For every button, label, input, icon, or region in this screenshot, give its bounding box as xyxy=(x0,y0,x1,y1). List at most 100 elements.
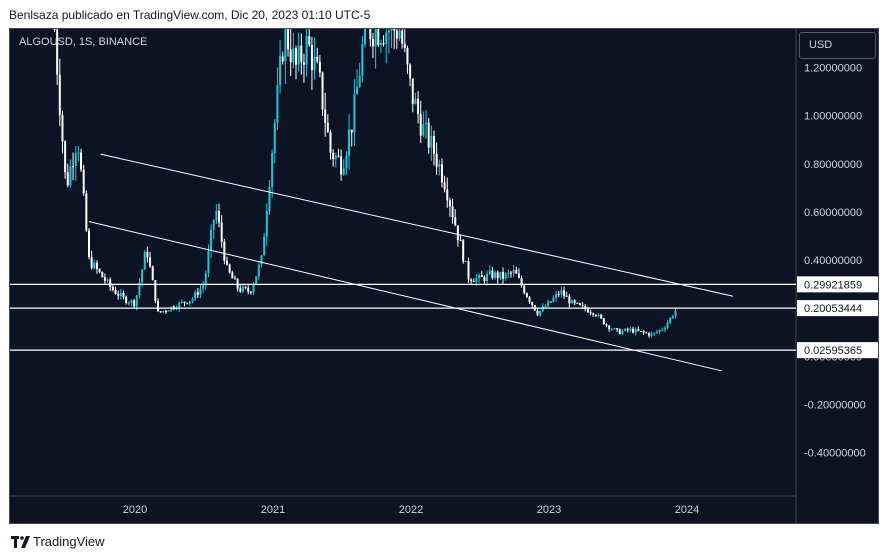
candle-body xyxy=(164,310,167,312)
candle-body xyxy=(502,272,504,279)
candle-body xyxy=(141,269,144,283)
y-tick-label: 1.20000000 xyxy=(804,63,862,75)
currency-button[interactable]: USD xyxy=(799,32,876,59)
candle-body xyxy=(563,290,566,296)
candle-body xyxy=(249,291,252,293)
candle-body xyxy=(56,29,59,75)
candle-body xyxy=(669,317,672,323)
candle-body xyxy=(446,189,449,201)
candle-body xyxy=(488,270,491,274)
y-tick-label: 1.00000000 xyxy=(804,111,862,123)
candle-body xyxy=(223,241,226,261)
candle-body xyxy=(130,300,133,303)
candle-body xyxy=(127,302,130,304)
candle-body xyxy=(281,56,284,62)
candle-body xyxy=(618,329,621,335)
candle-body xyxy=(544,306,547,308)
candle-body xyxy=(64,141,67,173)
chart-panel[interactable]: 1.20000000 1.00000000 0.80000000 0.60000000… xyxy=(9,28,879,524)
candle-body xyxy=(138,282,141,296)
candle-body xyxy=(313,56,316,71)
candle-body xyxy=(491,270,494,278)
candle-body xyxy=(273,122,276,153)
candle-body xyxy=(356,86,359,95)
symbol-label: ALGOUSD, 1S, BINANCE xyxy=(19,36,148,48)
candle-body xyxy=(586,309,589,313)
candle-body xyxy=(605,324,608,326)
candle-body xyxy=(494,272,497,278)
y-tick-label: 0.60000000 xyxy=(804,207,862,219)
candle-body xyxy=(85,193,88,231)
candle-body xyxy=(316,56,319,62)
candle-body xyxy=(640,330,642,332)
candle-body xyxy=(300,45,303,63)
candle-body xyxy=(483,277,486,282)
candle-body xyxy=(467,261,470,280)
candle-body xyxy=(647,333,650,336)
candle-body xyxy=(247,287,250,292)
trendline xyxy=(100,153,734,297)
candle-body xyxy=(342,168,345,175)
candle-body xyxy=(93,262,96,269)
candle-body xyxy=(106,279,109,281)
candle-body xyxy=(382,42,385,45)
candle-body xyxy=(252,283,255,293)
candle-body xyxy=(119,293,122,296)
candle-body xyxy=(326,122,329,133)
candle-body xyxy=(613,328,616,330)
candle-body xyxy=(226,260,228,265)
candle-body xyxy=(308,36,311,45)
candle-body xyxy=(162,310,165,312)
candle-body xyxy=(525,293,528,298)
candle-body xyxy=(69,166,72,186)
candle-body xyxy=(135,295,138,307)
candle-body xyxy=(451,206,454,218)
candle-body xyxy=(655,331,658,333)
candle-body xyxy=(77,152,80,154)
candle-body xyxy=(470,279,473,282)
candle-body xyxy=(523,285,526,294)
candle-body xyxy=(90,256,93,269)
candle-body xyxy=(541,306,544,311)
candle-body xyxy=(515,269,518,274)
candle-body xyxy=(621,331,624,335)
price-level-badge xyxy=(797,342,878,359)
candle-body xyxy=(82,169,85,194)
candle-body xyxy=(180,301,183,303)
candle-body xyxy=(443,182,446,190)
candle-body xyxy=(592,313,595,315)
candle-body xyxy=(387,30,390,33)
price-level-label: 0.29921859 xyxy=(804,279,862,291)
candle-body xyxy=(202,285,205,289)
candle-body xyxy=(608,325,611,330)
candle-body xyxy=(419,113,422,136)
candle-body xyxy=(157,300,159,312)
candle-body xyxy=(241,286,244,292)
price-chart[interactable]: 1.20000000 1.00000000 0.80000000 0.60000000… xyxy=(10,29,879,524)
candle-body xyxy=(371,39,374,47)
candle-body xyxy=(361,44,364,76)
candle-body xyxy=(324,109,327,123)
candle-body xyxy=(125,296,128,303)
candle-body xyxy=(133,300,136,307)
footer: TradingView xyxy=(0,524,891,559)
candle-body xyxy=(284,29,287,62)
candle-body xyxy=(295,48,297,65)
candle-body xyxy=(263,236,266,256)
candle-body xyxy=(565,295,568,297)
candle-body xyxy=(459,240,462,242)
candle-body xyxy=(80,152,83,170)
candle-body xyxy=(114,290,117,294)
candle-body xyxy=(350,129,353,133)
candle-body xyxy=(377,29,380,46)
candle-body xyxy=(390,29,393,31)
candle-body xyxy=(512,269,515,273)
candle-body xyxy=(289,49,292,63)
candle-body xyxy=(674,310,677,317)
candle-body xyxy=(472,281,475,283)
candle-body xyxy=(578,303,581,305)
candle-body xyxy=(393,29,396,31)
candle-body xyxy=(406,47,409,65)
candle-body xyxy=(318,61,321,73)
candle-body xyxy=(111,286,114,291)
